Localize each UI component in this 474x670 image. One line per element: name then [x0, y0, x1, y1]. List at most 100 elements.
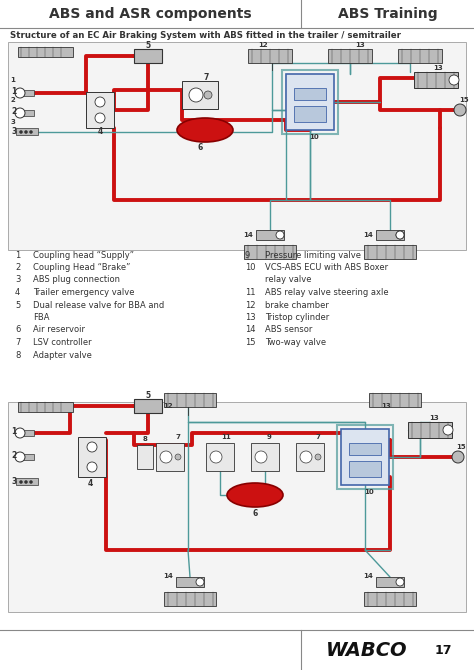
Bar [364, 245, 416, 259]
Circle shape [160, 451, 172, 463]
Circle shape [396, 231, 404, 239]
Circle shape [300, 451, 312, 463]
Text: 2: 2 [11, 107, 17, 117]
Bar [18, 402, 73, 412]
Circle shape [449, 75, 459, 85]
Text: 17: 17 [434, 643, 452, 657]
Text: Adapter valve: Adapter valve [33, 350, 92, 360]
Text: 9: 9 [245, 251, 250, 259]
Text: 6: 6 [15, 326, 20, 334]
Text: 5: 5 [146, 42, 151, 50]
Circle shape [204, 91, 212, 99]
Text: 2: 2 [11, 452, 17, 460]
Circle shape [210, 451, 222, 463]
Circle shape [95, 97, 105, 107]
Text: 7: 7 [175, 434, 181, 440]
Bar [294, 88, 326, 100]
Text: 15: 15 [245, 338, 255, 347]
Bar [16, 90, 34, 96]
Text: 15: 15 [456, 444, 466, 450]
Bar [408, 422, 452, 438]
Ellipse shape [177, 118, 233, 142]
Text: 14: 14 [163, 573, 173, 579]
Circle shape [276, 231, 284, 239]
Bar [376, 577, 404, 587]
Text: 4: 4 [87, 478, 92, 488]
Bar [294, 106, 326, 122]
Bar [18, 47, 73, 57]
Bar [16, 110, 34, 116]
Text: VCS-ABS ECU with ABS Boxer: VCS-ABS ECU with ABS Boxer [265, 263, 388, 272]
Text: 7: 7 [316, 434, 320, 440]
Bar [282, 70, 338, 134]
Text: 5: 5 [15, 301, 20, 310]
Text: 13: 13 [433, 65, 443, 71]
Text: 13: 13 [429, 415, 439, 421]
Text: 11: 11 [245, 288, 255, 297]
Text: 2: 2 [10, 97, 15, 103]
Text: 3: 3 [10, 119, 16, 125]
Bar [86, 92, 114, 128]
Bar [296, 443, 324, 471]
Text: Structure of an EC Air Braking System with ABS fitted in the trailer / semitrail: Structure of an EC Air Braking System wi… [10, 31, 401, 40]
Bar [369, 393, 421, 407]
Text: 1: 1 [11, 88, 17, 96]
Text: 6: 6 [252, 509, 258, 517]
Text: 4: 4 [97, 127, 103, 137]
Bar [376, 230, 404, 240]
Circle shape [15, 452, 25, 462]
Text: 3: 3 [15, 275, 20, 285]
Text: brake chamber: brake chamber [265, 301, 329, 310]
Bar [137, 445, 153, 469]
Circle shape [175, 454, 181, 460]
Text: 8: 8 [15, 350, 20, 360]
Text: 8: 8 [143, 436, 147, 442]
Bar [349, 461, 381, 477]
Circle shape [315, 454, 321, 460]
Circle shape [396, 231, 404, 239]
Bar [251, 443, 279, 471]
Bar [341, 429, 389, 485]
Text: Two-way valve: Two-way valve [265, 338, 326, 347]
Text: ABS and ASR components: ABS and ASR components [49, 7, 252, 21]
Circle shape [454, 104, 466, 116]
Bar [182, 81, 218, 109]
Text: 9: 9 [266, 434, 272, 440]
Circle shape [196, 578, 204, 586]
Circle shape [19, 131, 22, 133]
Text: ABS Training: ABS Training [337, 7, 438, 21]
Text: 13: 13 [355, 42, 365, 48]
Circle shape [95, 113, 105, 123]
Text: 1: 1 [10, 77, 16, 83]
Text: Air reservoir: Air reservoir [33, 326, 85, 334]
Text: 13: 13 [381, 403, 391, 409]
Bar [78, 437, 106, 477]
Bar [176, 577, 204, 587]
Bar [8, 42, 466, 250]
Bar [134, 49, 162, 63]
Bar [244, 245, 296, 259]
Bar [364, 592, 416, 606]
Bar [398, 49, 442, 63]
Circle shape [87, 462, 97, 472]
Bar [156, 443, 184, 471]
Text: 14: 14 [245, 326, 255, 334]
Circle shape [443, 425, 453, 435]
Text: FBA: FBA [33, 313, 49, 322]
Circle shape [29, 131, 33, 133]
Text: 12: 12 [163, 403, 173, 409]
Text: 14: 14 [363, 232, 373, 238]
Bar [16, 430, 34, 436]
Text: Coupling head “Supply”: Coupling head “Supply” [33, 251, 134, 259]
Text: Tristop cylinder: Tristop cylinder [265, 313, 329, 322]
Text: 7: 7 [203, 72, 209, 82]
Circle shape [15, 88, 25, 98]
Circle shape [15, 428, 25, 438]
Text: WABCO: WABCO [326, 641, 408, 659]
Text: 6: 6 [197, 143, 202, 151]
Circle shape [19, 480, 22, 484]
Bar [349, 443, 381, 455]
Text: relay valve: relay valve [265, 275, 311, 285]
Bar [16, 454, 34, 460]
Text: 3: 3 [11, 476, 17, 486]
